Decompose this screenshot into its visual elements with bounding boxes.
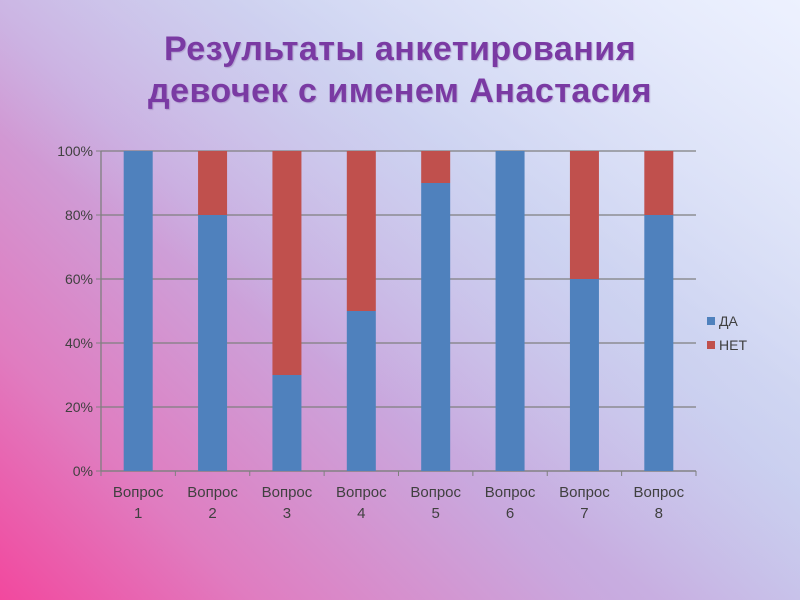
x-category-label: 5 [432,505,440,522]
bar-segment-no [421,151,451,183]
x-category-label: 6 [506,505,514,522]
x-category-label: Вопрос [336,484,387,501]
bar-segment-no [198,151,228,215]
x-category-label: 2 [208,505,216,522]
axes [96,150,697,476]
x-category-label: Вопрос [410,484,461,501]
x-category-label: Вопрос [187,484,238,501]
legend-label: НЕТ [719,337,747,353]
x-category-label: 1 [134,505,142,522]
bar-segment-yes [421,183,451,471]
legend-swatch [707,317,715,325]
bar-segment-yes [123,151,153,471]
x-category-label: Вопрос [485,484,536,501]
x-category-label: 7 [580,505,588,522]
chart-title-line-2: девочек с именем Анастасия [147,72,652,110]
gridlines [101,150,696,472]
x-category-label: 3 [283,505,291,522]
x-category-label: Вопрос [559,484,610,501]
axis-labels: 0% 20% 40% 60% 80% 100% Вопрос 1 Вопрос 2 Вопрос 3 В… [57,143,684,522]
bar-segment-yes [569,279,599,471]
chart-title-line-1: Результаты анкетирования [163,30,637,68]
bar-segment-yes [272,375,302,471]
x-category-label: 4 [357,505,365,522]
chart-title: Результаты анкетирования девочек с имене… [0,28,800,112]
bar-segment-no [346,151,376,311]
x-category-label: Вопрос [633,484,684,501]
bar-segment-no [569,151,599,279]
bar-segment-yes [198,215,228,471]
bar-segment-yes [495,151,525,471]
bar-segment-yes [346,311,376,471]
legend: ДА НЕТ [707,313,747,353]
legend-label: ДА [719,313,738,329]
bar-segment-no [272,151,302,375]
y-tick-label: 0% [73,463,93,479]
x-category-label: 8 [655,505,663,522]
y-tick-label: 100% [57,143,93,159]
y-tick-label: 60% [65,271,93,287]
bars [123,151,674,471]
y-tick-label: 40% [65,335,93,351]
bar-segment-no [644,151,674,215]
y-tick-label: 20% [65,399,93,415]
bar-segment-yes [644,215,674,471]
y-tick-label: 80% [65,207,93,223]
x-category-label: Вопрос [113,484,164,501]
legend-swatch [707,341,715,349]
x-category-label: Вопрос [262,484,313,501]
